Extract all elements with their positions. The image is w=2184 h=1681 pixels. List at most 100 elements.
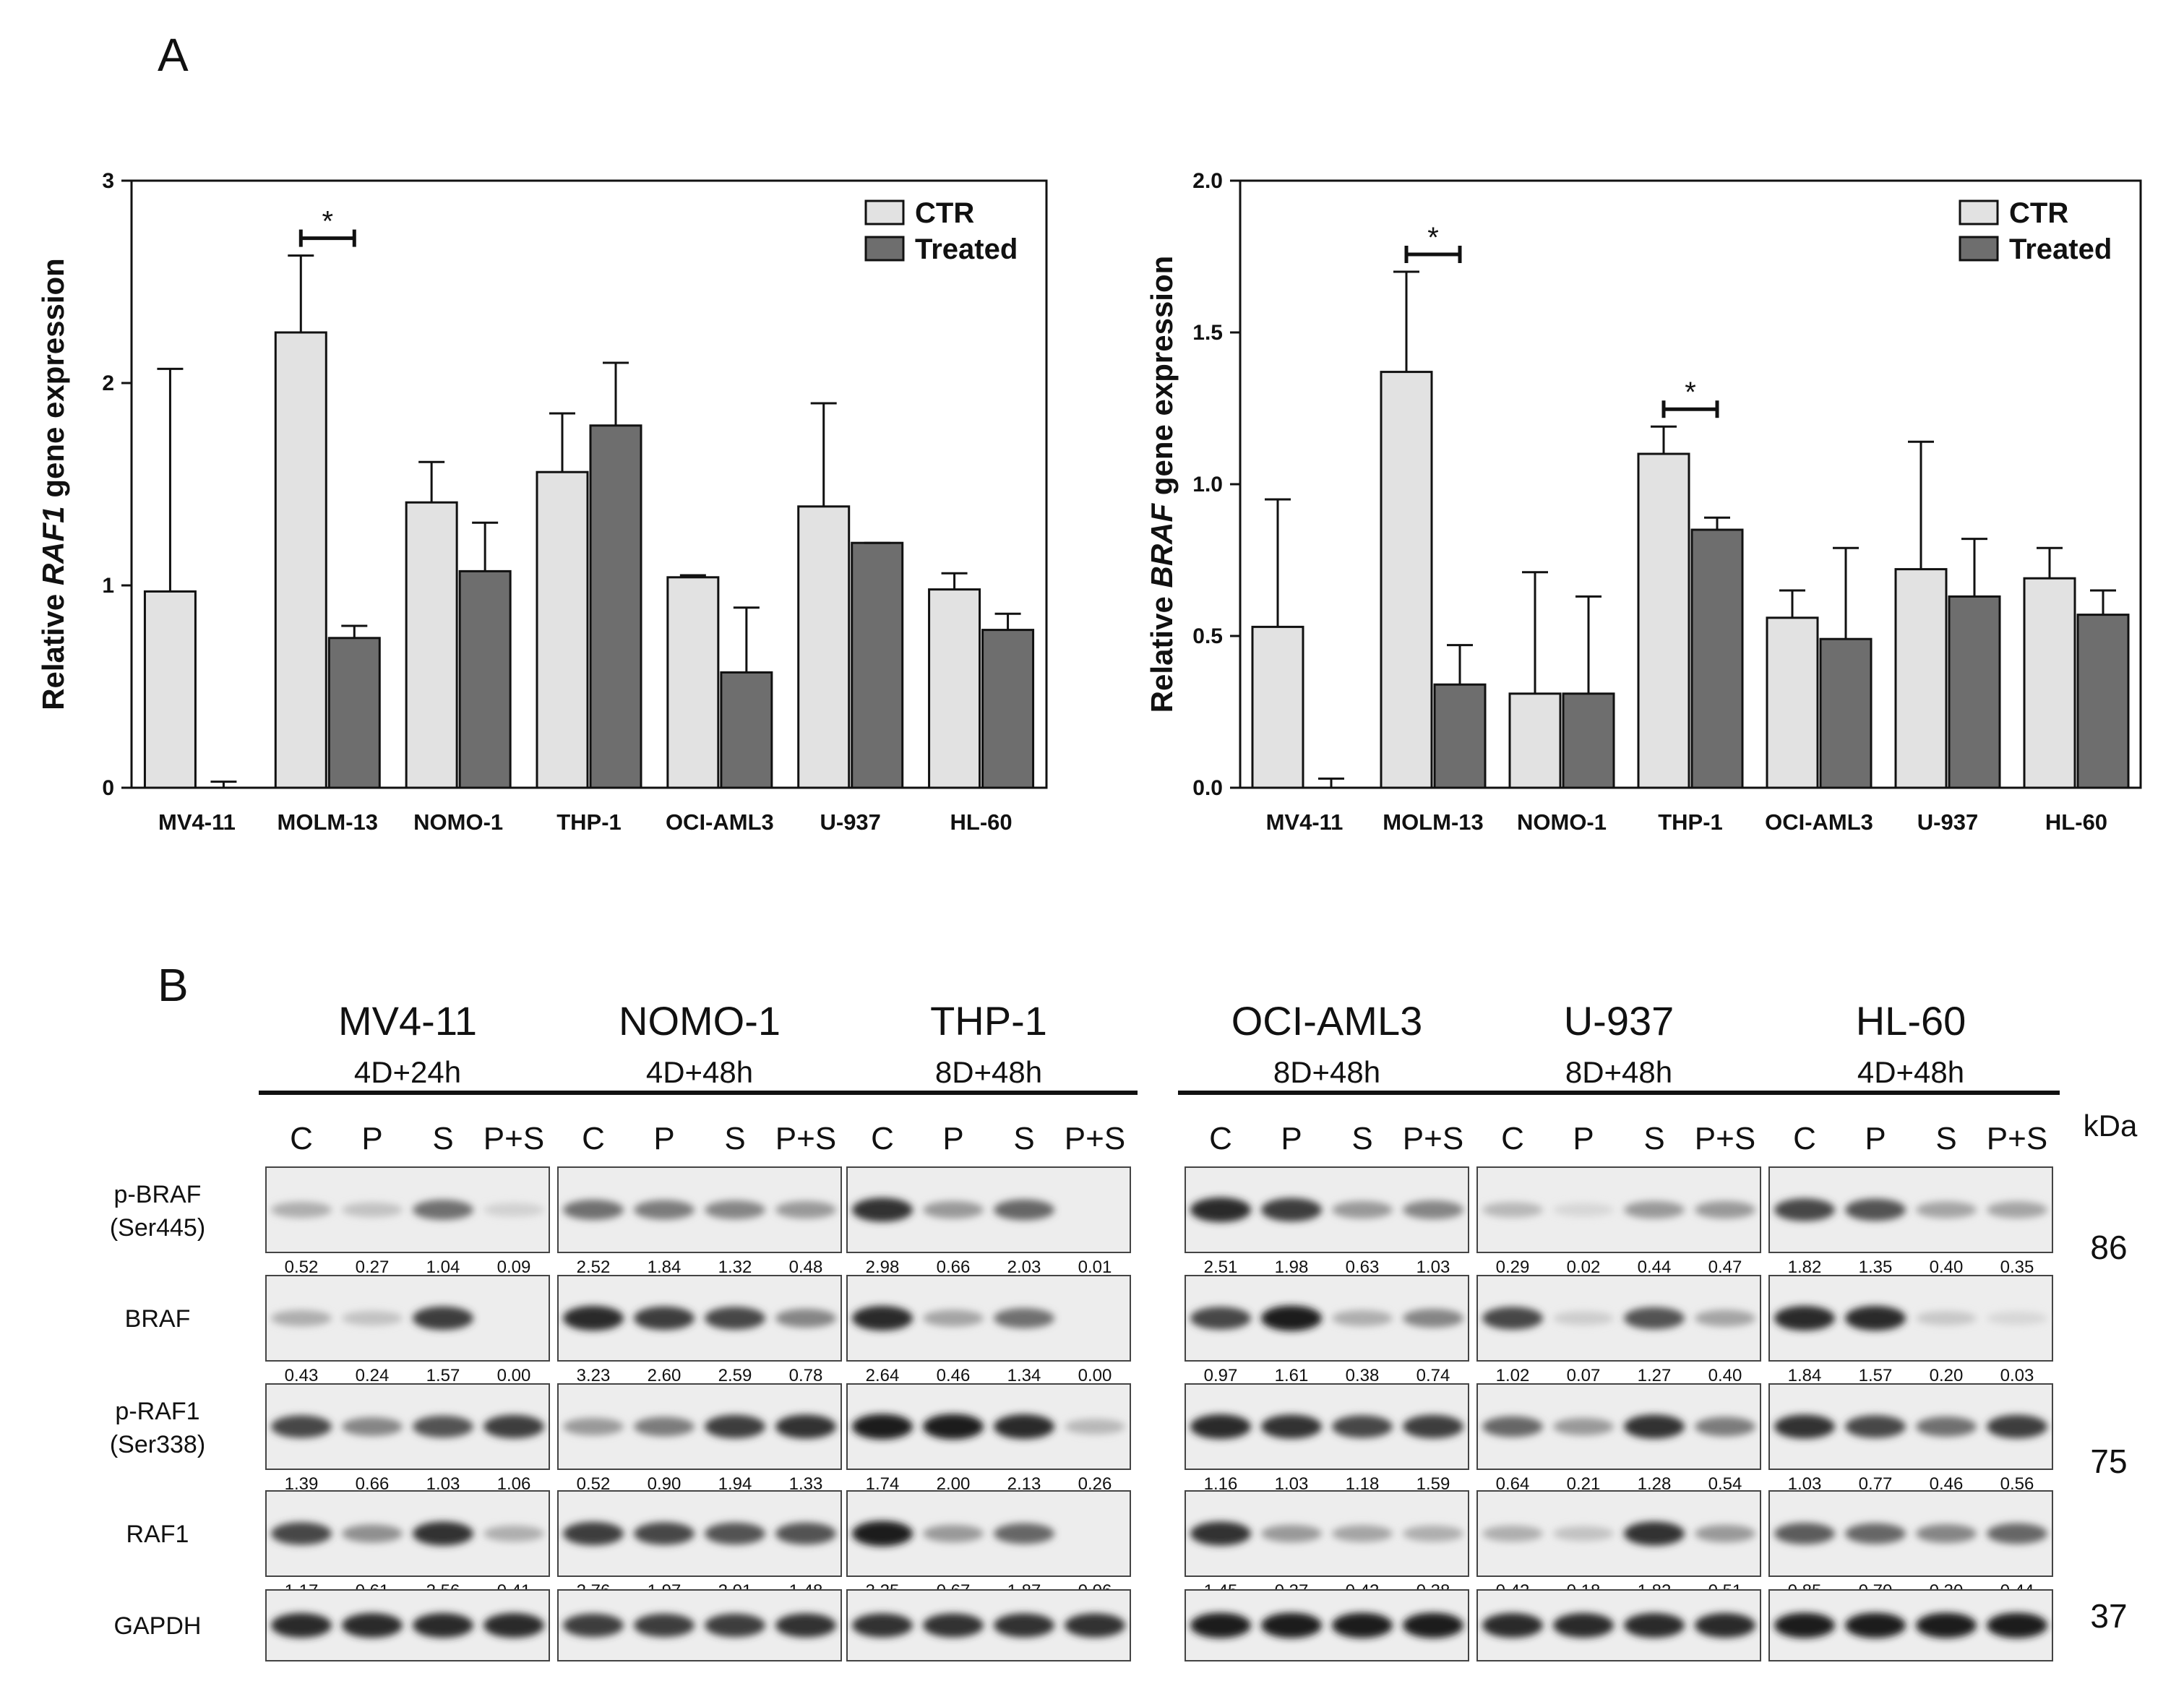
protein-band: [1403, 1200, 1463, 1220]
plot-frame: [130, 179, 1048, 789]
legend-label: CTR: [2009, 197, 2068, 229]
protein-band: [634, 1613, 695, 1638]
protein-band: [775, 1414, 836, 1439]
bar-ctr: [405, 501, 458, 789]
protein-band: [1916, 1612, 1977, 1638]
densitometry-value: 0.44: [1638, 1257, 1672, 1277]
lane-label: P: [1281, 1121, 1302, 1156]
densitometry-value: 2.52: [577, 1257, 611, 1277]
bar-treated: [851, 541, 904, 789]
protein-band: [413, 1415, 473, 1438]
densitometry-value: 0.00: [1078, 1366, 1112, 1385]
densitometry-value: 1.84: [1788, 1366, 1822, 1385]
condition-label: 4D+48h: [646, 1055, 753, 1089]
y-tick-label: 0: [102, 776, 114, 800]
protein-band: [1190, 1307, 1251, 1330]
protein-band: [1695, 1200, 1755, 1219]
lane-label: P+S: [483, 1121, 544, 1156]
densitometry-value: 1.34: [1007, 1366, 1041, 1385]
x-tick-label: NOMO-1: [413, 809, 503, 835]
protein-band: [1403, 1414, 1463, 1439]
protein-band: [1482, 1416, 1543, 1437]
bar-treated: [720, 671, 773, 789]
protein-band: [1190, 1197, 1251, 1223]
densitometry-value: 0.24: [356, 1366, 390, 1385]
bar-ctr: [928, 588, 981, 789]
x-tick-label: U-937: [820, 809, 880, 835]
protein-band: [1403, 1525, 1463, 1542]
densitometry-value: 2.59: [718, 1366, 752, 1385]
lane-label: P: [942, 1121, 963, 1156]
significance-star: *: [322, 206, 333, 238]
protein-band: [1695, 1416, 1755, 1437]
protein-band: [994, 1613, 1054, 1638]
protein-band: [271, 1415, 332, 1438]
densitometry-value: 2.64: [866, 1366, 900, 1385]
lane-label: C: [582, 1121, 605, 1156]
x-tick-label: MOLM-13: [278, 809, 379, 835]
densitometry-value: 0.03: [2000, 1366, 2034, 1385]
protein-band: [923, 1414, 984, 1440]
x-tick-label: U-937: [1917, 809, 1978, 835]
protein-band: [1332, 1200, 1393, 1219]
densitometry-value: 0.63: [1346, 1257, 1380, 1277]
densitometry-value: 2.98: [866, 1257, 900, 1277]
y-axis-label-gene: BRAF: [1145, 503, 1179, 588]
densitometry-value: 1.03: [1416, 1257, 1450, 1277]
y-tick-label: 0.5: [1192, 624, 1223, 648]
densitometry-value: 0.40: [1930, 1257, 1964, 1277]
bar-ctr: [1508, 692, 1562, 789]
densitometry-value: 2.03: [1007, 1257, 1041, 1277]
kda-marker: 86: [2090, 1229, 2127, 1266]
protein-band: [1624, 1521, 1685, 1546]
densitometry-value: 1.82: [1788, 1257, 1822, 1277]
y-axis-label: Relative RAF1 gene expression: [36, 258, 70, 710]
x-tick-label: MV4-11: [158, 809, 236, 835]
bar-ctr: [274, 331, 327, 789]
y-tick-label: 3: [102, 169, 114, 193]
protein-band: [1845, 1415, 1906, 1438]
bar-treated: [1690, 528, 1744, 789]
protein-band: [1987, 1311, 2047, 1325]
protein-band: [1482, 1612, 1543, 1638]
protein-band: [1987, 1414, 2047, 1439]
densitometry-value: 0.40: [1708, 1366, 1742, 1385]
protein-band: [705, 1200, 765, 1220]
protein-band: [563, 1613, 624, 1638]
protein-band: [342, 1524, 403, 1543]
protein-band: [923, 1613, 984, 1638]
protein-band: [775, 1308, 836, 1328]
bar-treated: [2076, 614, 2130, 789]
lane-label: P: [361, 1121, 382, 1156]
cell-line-title: OCI-AML3: [1231, 998, 1423, 1044]
densitometry-value: 1.84: [648, 1257, 682, 1277]
bar-ctr: [536, 470, 589, 789]
lane-label: P+S: [1065, 1121, 1125, 1156]
bar-ctr: [666, 576, 720, 789]
densitometry-value: 0.27: [356, 1257, 390, 1277]
protein-band: [852, 1613, 913, 1638]
protein-band: [483, 1203, 544, 1217]
protein-band: [705, 1307, 765, 1330]
bar-ctr: [1766, 616, 1819, 789]
cell-line-title: MV4-11: [338, 998, 477, 1044]
protein-band: [705, 1414, 765, 1439]
protein-band: [923, 1524, 984, 1543]
densitometry-value: 0.74: [1416, 1366, 1450, 1385]
significance-star: *: [1685, 377, 1696, 408]
protein-band: [1845, 1305, 1906, 1331]
densitometry-value: 2.60: [648, 1366, 682, 1385]
kda-marker: 75: [2090, 1443, 2127, 1480]
protein-band: [563, 1200, 624, 1220]
protein-band: [1774, 1612, 1835, 1638]
protein-band: [705, 1522, 765, 1545]
protein-band: [1624, 1200, 1685, 1219]
protein-band: [1065, 1613, 1125, 1638]
lane-label: S: [432, 1121, 453, 1156]
protein-band: [705, 1613, 765, 1638]
protein-band: [1624, 1612, 1685, 1638]
protein-band: [1916, 1310, 1977, 1326]
densitometry-value: 0.09: [497, 1257, 531, 1277]
bar-ctr: [1637, 452, 1690, 789]
